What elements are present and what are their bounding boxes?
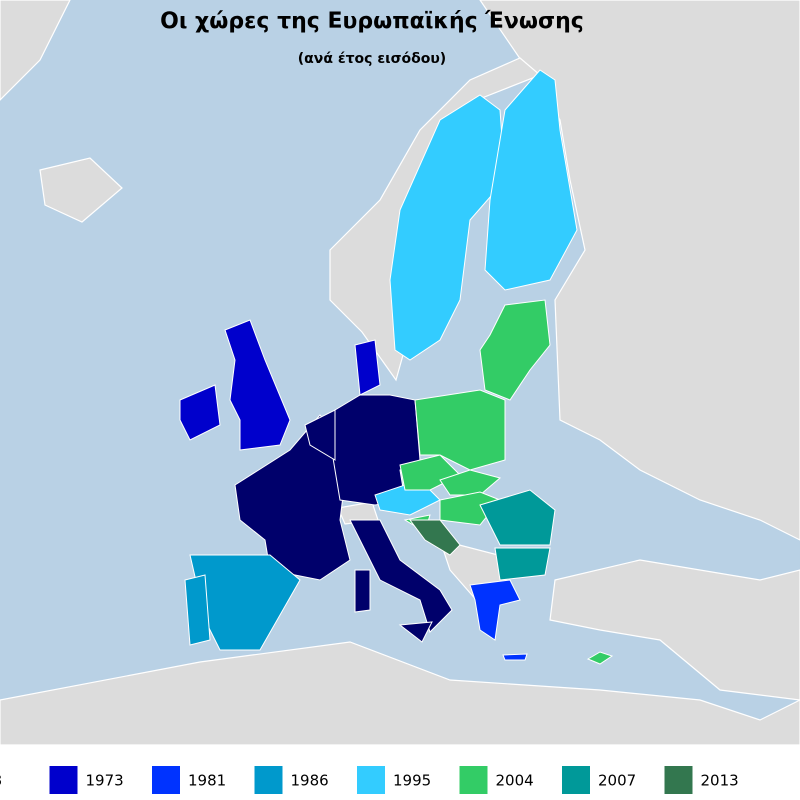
legend-label: 1986 [291,772,329,790]
turkey [549,559,800,701]
romania [479,489,556,546]
africa [0,641,800,746]
germany [329,394,421,506]
uk [224,319,291,451]
legend-swatch [664,766,693,794]
ireland [179,384,221,441]
denmark [354,339,381,396]
iceland [39,157,123,223]
bulgaria [494,547,551,581]
legend-swatch [562,766,590,794]
legend: 58 1973 1981 1986 1995 2004 2007 2013 [0,766,739,794]
italy [349,519,453,633]
sardinia [354,569,371,613]
legend-swatch [459,766,488,794]
legend-label: 2007 [598,772,636,790]
legend-label: 1995 [393,772,431,790]
legend-swatch [254,766,283,794]
legend-label: 1973 [86,772,124,790]
russia [479,0,800,541]
map-subtitle: (ανά έτος εισόδου) [298,51,446,67]
legend-label: 58 [0,772,2,790]
legend-label: 2013 [701,772,739,790]
legend-swatch [357,766,385,794]
greenland [0,0,71,101]
slovakia [439,469,502,496]
croatia [409,519,461,556]
cyprus [586,651,614,665]
map-title: Οι χώρες της Ευρωπαϊκής Ένωσης [160,9,584,34]
benelux [304,409,336,461]
legend-swatch [49,766,78,794]
poland [414,389,506,471]
legend-label: 1981 [188,772,226,790]
greece [469,579,521,641]
baltics [479,299,551,401]
legend-swatch [152,766,180,794]
crete [502,653,528,661]
non-eu-land [0,0,800,746]
portugal [184,574,211,646]
finland [484,69,578,291]
sweden [389,94,506,361]
eu-countries [179,69,614,665]
sicily [398,621,433,643]
legend-label: 2004 [496,772,534,790]
